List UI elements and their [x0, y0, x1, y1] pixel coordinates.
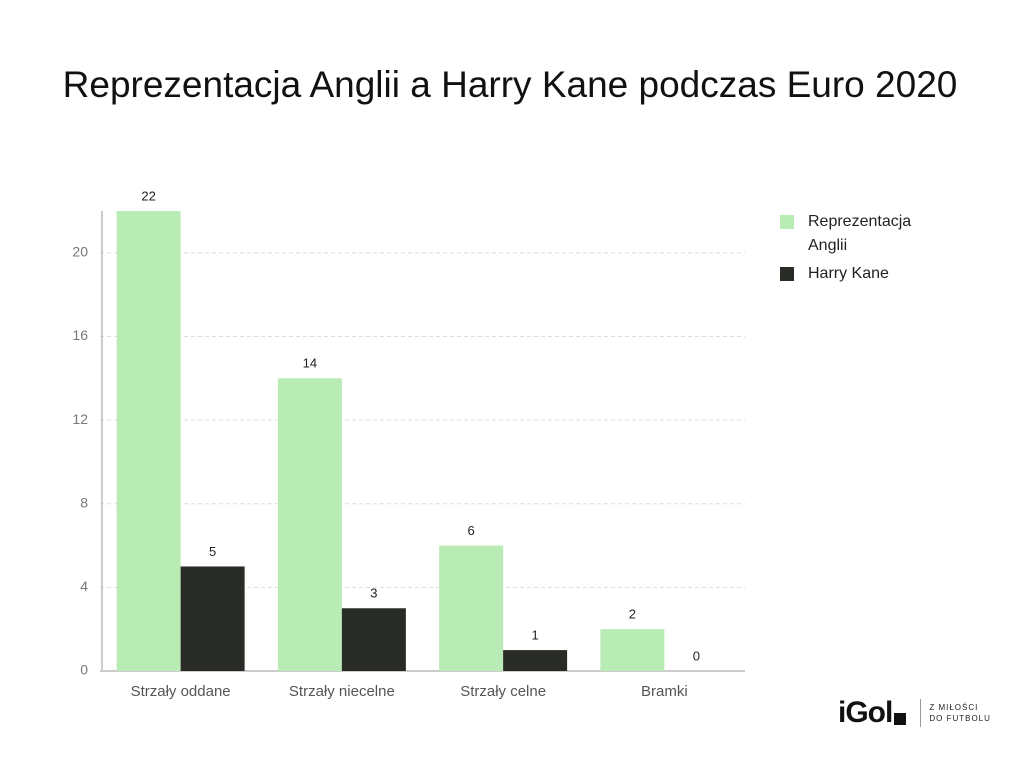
value-label: 3 [370, 586, 377, 601]
tagline-line: Z MIŁOŚCI [929, 703, 979, 712]
bar [600, 629, 665, 671]
legend-label: Reprezentacja Anglii [808, 213, 912, 254]
y-tick-label: 16 [72, 327, 88, 343]
bar [341, 608, 406, 671]
logo: iGol Z MIŁOŚCI DO FUTBOLU [838, 696, 991, 730]
y-tick-label: 4 [80, 578, 88, 594]
value-label: 0 [693, 648, 700, 663]
logo-name: iGol [838, 696, 893, 729]
y-tick-label: 8 [80, 494, 88, 510]
tagline-line: DO FUTBOLU [929, 714, 991, 723]
chart-title: Reprezentacja Anglii a Harry Kane podcza… [62, 64, 958, 105]
legend-item: Harry Kane [780, 264, 928, 286]
x-tick-label: Strzały celne [460, 683, 546, 700]
value-label: 6 [468, 523, 475, 538]
y-tick-label: 12 [72, 411, 88, 427]
value-label: 5 [209, 544, 216, 559]
logo-separator [920, 699, 922, 727]
x-tick-label: Strzały niecelne [289, 683, 395, 700]
y-tick-label: 0 [80, 662, 88, 678]
bar [439, 545, 504, 671]
legend-label: Harry Kane [808, 265, 889, 282]
value-label: 22 [141, 188, 155, 203]
value-label: 14 [303, 356, 317, 371]
legend: Reprezentacja Anglii Harry Kane [780, 212, 928, 292]
bar [277, 378, 342, 671]
legend-swatch [780, 267, 794, 281]
legend-swatch [780, 215, 794, 229]
y-tick-label: 20 [72, 244, 88, 260]
logo-badge [894, 713, 907, 725]
x-tick-label: Bramki [641, 683, 688, 700]
legend-item: Reprezentacja Anglii [780, 212, 928, 258]
value-label: 1 [532, 628, 539, 643]
bar [116, 211, 181, 671]
logo-tagline: Z MIŁOŚCI DO FUTBOLU [929, 702, 991, 724]
bar [180, 566, 245, 671]
value-label: 2 [629, 607, 636, 622]
x-tick-label: Strzały oddane [131, 683, 231, 700]
bar [503, 650, 568, 671]
